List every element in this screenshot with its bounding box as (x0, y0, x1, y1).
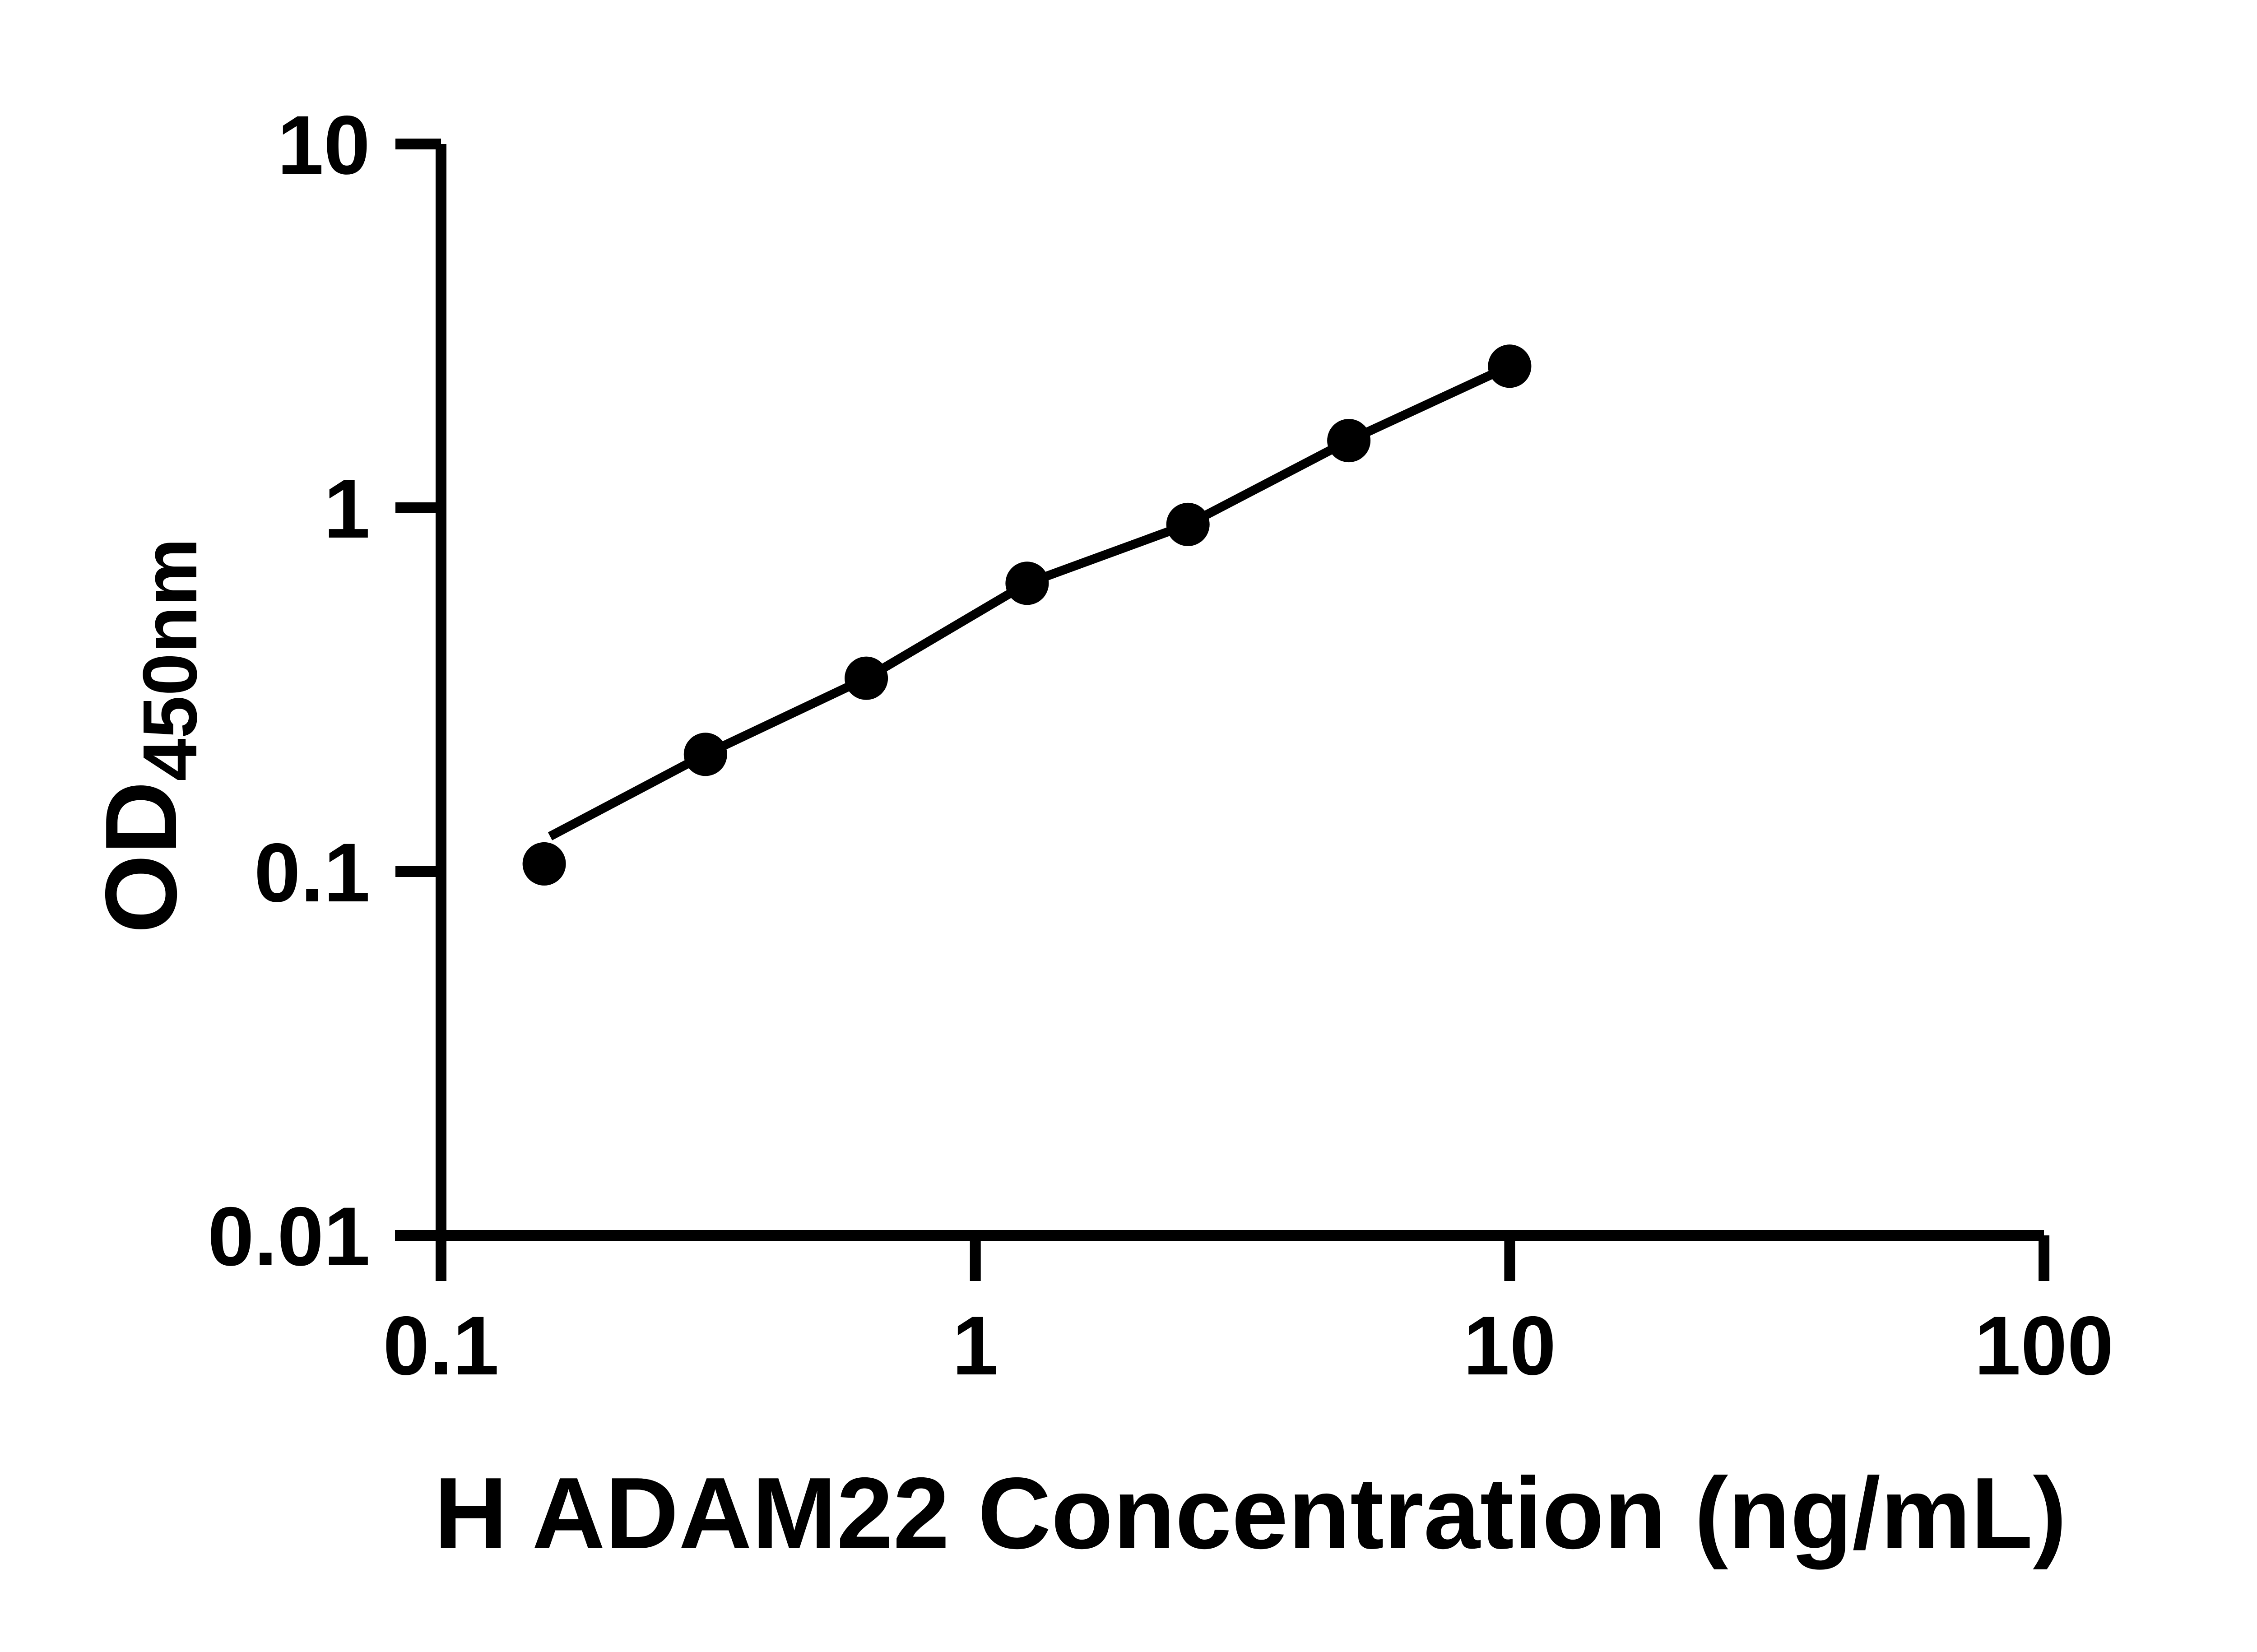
y-tick-label: 0.1 (254, 826, 370, 919)
x-tick-label: 1 (952, 1299, 998, 1392)
axes (395, 144, 2044, 1241)
data-point (1488, 344, 1532, 388)
data-point (683, 733, 727, 776)
data-point (522, 842, 566, 886)
x-tick-label: 0.1 (383, 1299, 499, 1392)
data-points (522, 344, 1532, 886)
x-axis-title: H ADAM22 Concentration (ng/mL) (434, 1456, 2067, 1570)
y-axis-title: OD450nm (84, 538, 213, 933)
y-tick-label: 1 (324, 463, 370, 556)
y-tick-label: 10 (277, 99, 370, 192)
data-point (1327, 419, 1371, 463)
y-tick-label: 0.01 (208, 1190, 370, 1283)
x-tick-label: 100 (1974, 1299, 2114, 1392)
y-axis-title-subscript: 450nm (127, 538, 213, 781)
y-axis-title-main: OD (84, 781, 198, 934)
data-point (1166, 502, 1210, 546)
tick-marks (395, 139, 2050, 1281)
x-tick-label: 10 (1463, 1299, 1556, 1392)
data-point (845, 656, 888, 700)
data-point (1005, 561, 1049, 605)
